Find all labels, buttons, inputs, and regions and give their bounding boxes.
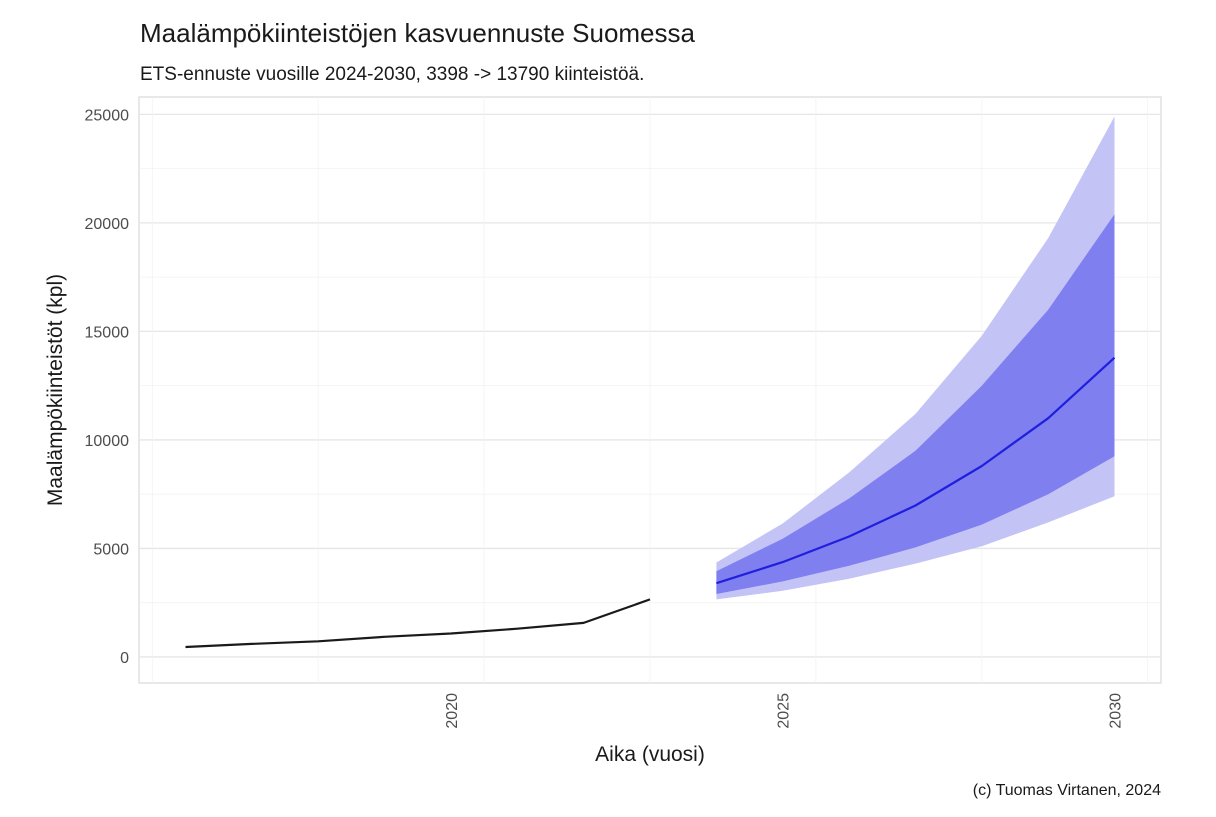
x-tick-label: 2030 xyxy=(1108,693,1125,729)
y-tick-label: 5000 xyxy=(93,541,129,558)
x-tick-label: 2025 xyxy=(776,693,793,729)
y-tick-label: 10000 xyxy=(85,433,130,450)
forecast-bands xyxy=(716,116,1115,600)
y-tick-label: 15000 xyxy=(85,324,130,341)
band-80 xyxy=(716,214,1115,594)
y-tick-label: 25000 xyxy=(85,107,130,124)
x-tick-label: 2020 xyxy=(444,693,461,729)
y-tick-label: 20000 xyxy=(85,216,130,233)
series-lines xyxy=(185,356,1116,649)
chart-title: Maalämpökiinteistöjen kasvuennuste Suome… xyxy=(140,18,696,48)
history-line xyxy=(185,598,651,649)
x-axis: 2020 2025 2030 xyxy=(444,693,1125,729)
y-axis-title: Maalämpökiinteistöt (kpl) xyxy=(44,274,67,506)
chart-caption: (c) Tuomas Virtanen, 2024 xyxy=(973,782,1161,799)
y-tick-label: 0 xyxy=(120,650,129,667)
x-axis-title: Aika (vuosi) xyxy=(595,743,705,766)
chart-subtitle: ETS-ennuste vuosille 2024-2030, 3398 -> … xyxy=(140,64,644,85)
y-axis: 0 5000 10000 15000 20000 25000 xyxy=(85,107,130,667)
forecast-mean-line xyxy=(716,356,1116,585)
